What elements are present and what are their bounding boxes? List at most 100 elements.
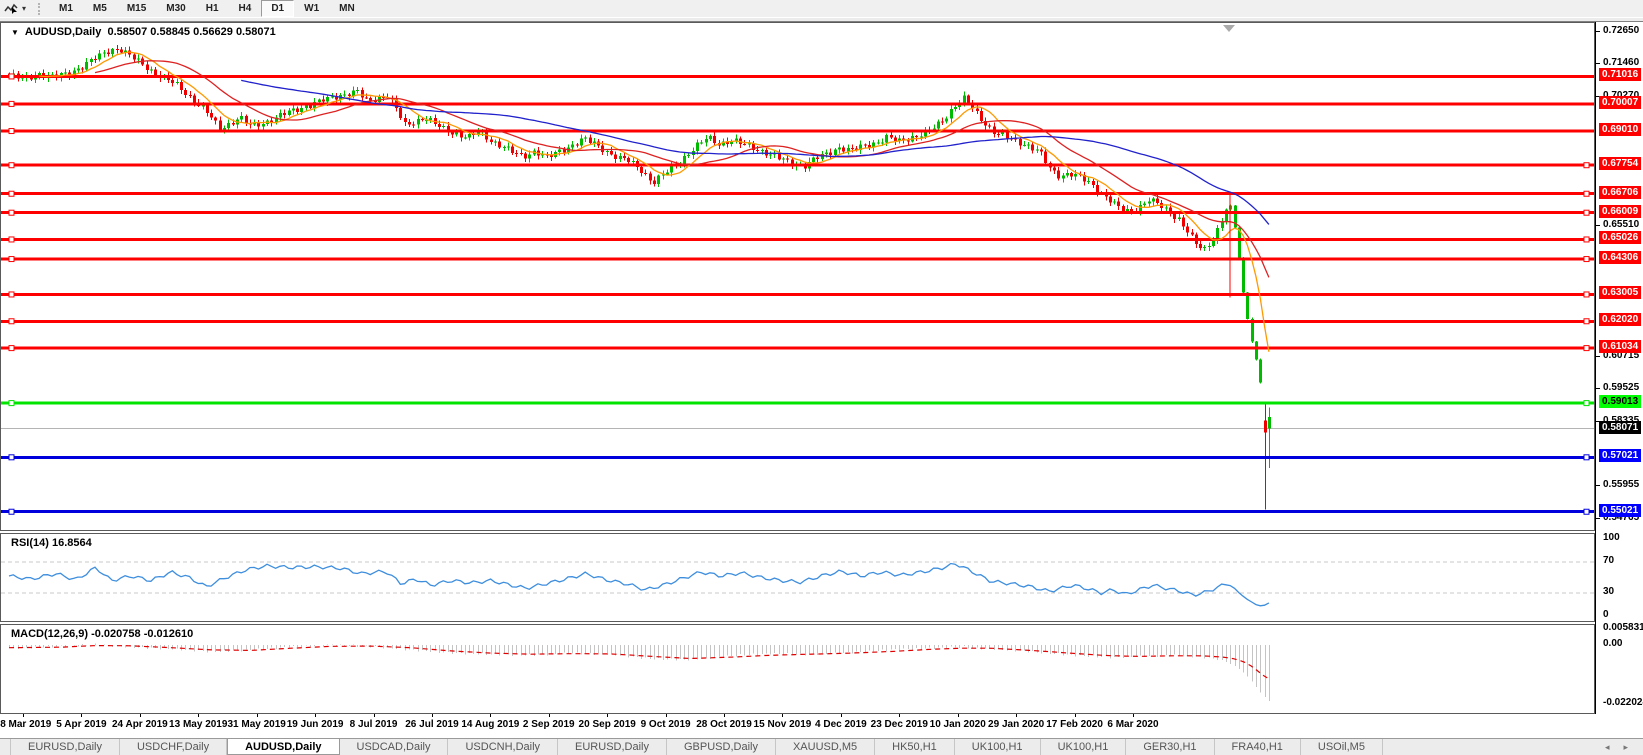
chart-pointer-icon (4, 2, 19, 15)
tab-scroll-left-icon[interactable]: ◂ (1604, 741, 1610, 752)
timeframe-button-h4[interactable]: H4 (238, 3, 252, 14)
date-tick-mark (782, 714, 784, 717)
price-tick-label: 0.58335 (1603, 415, 1639, 426)
price-tick-mark (1596, 225, 1600, 227)
chart-tab-ger30-h1[interactable]: GER30,H1 (1126, 739, 1215, 755)
date-tick-mark (139, 714, 141, 717)
date-label: 4 Dec 2019 (815, 719, 867, 730)
timeframe-button-m1[interactable]: M1 (59, 3, 73, 14)
rsi-label: RSI(14) 16.8564 (11, 537, 92, 549)
date-label: 28 Oct 2019 (696, 719, 752, 730)
chevron-down-icon[interactable]: ▾ (22, 4, 27, 13)
chart-tab-audusd-daily[interactable]: AUDUSD,Daily (227, 739, 340, 755)
date-label: 6 Mar 2020 (1107, 719, 1159, 730)
date-tick-mark (899, 714, 901, 717)
macd-canvas[interactable] (1, 625, 1594, 713)
price-tick-mark (1596, 485, 1600, 487)
time-scale-axis[interactable]: 18 Mar 2019 5 Apr 2019 24 Apr 2019 13 May 2… (0, 714, 1595, 738)
level-price-badge: 0.67754 (1599, 157, 1642, 171)
price-tick-mark (1596, 517, 1600, 519)
date-label: 23 Dec 2019 (870, 719, 928, 730)
timeframe-button-h1[interactable]: H1 (205, 3, 219, 14)
date-label: 14 Aug 2019 (461, 719, 520, 730)
chart-tabs: EURUSD,Daily USDCHF,Daily AUDUSD,Daily USDC… (0, 739, 1383, 755)
level-price-badge: 0.57021 (1599, 449, 1642, 463)
chart-symbol: AUDUSD,Daily (24, 26, 102, 38)
date-label: 8 Jul 2019 (349, 719, 398, 730)
date-tick-mark (548, 714, 550, 717)
price-chart-panel[interactable]: ▼ AUDUSD,Daily 0.58507 0.58845 0.56629 0.… (0, 22, 1595, 531)
date-tick-mark (724, 714, 726, 717)
price-tick-label: 0.60715 (1603, 349, 1640, 361)
date-tick-mark (256, 714, 258, 717)
rsi-indicator-panel[interactable]: RSI(14) 16.8564 (0, 533, 1595, 622)
timeframe-button-d1[interactable]: D1 (261, 0, 295, 17)
timeframe-button-m15[interactable]: M15 (126, 3, 147, 14)
price-tick-mark (1596, 95, 1600, 97)
timeframe-button-w1[interactable]: W1 (304, 3, 320, 14)
timeframe-button-mn[interactable]: MN (339, 3, 355, 14)
price-tick-label: 0.54765 (1603, 511, 1640, 523)
chart-tab-xauusd-m5[interactable]: XAUUSD,M5 (776, 739, 876, 755)
tab-scroll-controls: ◂ ▸ (1598, 739, 1643, 755)
date-tick-mark (373, 714, 375, 717)
price-tick-mark (1596, 420, 1600, 422)
tab-scroll-right-icon[interactable]: ▸ (1623, 741, 1628, 752)
timeframe-button-m30[interactable]: M30 (166, 3, 186, 14)
date-tick-mark (198, 714, 200, 717)
chart-pointer-button[interactable]: ▾ (0, 0, 30, 17)
date-label: 10 Jan 2020 (929, 719, 986, 730)
date-tick-mark (23, 714, 24, 717)
level-price-badge: 0.64306 (1599, 251, 1642, 265)
macd-scale-label: 0.005831 (1603, 622, 1643, 634)
price-tick-label: 0.65510 (1603, 219, 1640, 231)
ohlc-close: 0.58071 (235, 26, 276, 38)
rsi-scale-label: 0 (1603, 609, 1609, 620)
chart-title: ▼ AUDUSD,Daily 0.58507 0.58845 0.56629 0.… (11, 26, 276, 38)
chart-tab-uk100-h1[interactable]: UK100,H1 (1041, 739, 1127, 755)
date-label: 31 May 2019 (227, 719, 286, 730)
chart-tab-fra40-h1[interactable]: FRA40,H1 (1215, 739, 1301, 755)
rsi-canvas[interactable] (1, 534, 1594, 621)
level-price-badge: 0.69010 (1599, 123, 1642, 137)
chart-tab-gbpusd-daily[interactable]: GBPUSD,Daily (667, 739, 776, 755)
level-price-badge: 0.55021 (1599, 503, 1642, 517)
chart-tab-usdchf-daily[interactable]: USDCHF,Daily (120, 739, 228, 755)
date-tick-mark (315, 714, 317, 717)
timeframe-button-m5[interactable]: M5 (92, 3, 107, 14)
level-price-badge: 0.70007 (1599, 95, 1642, 109)
chart-tab-eurusd-daily[interactable]: EURUSD,Daily (558, 739, 667, 755)
price-tick-mark (1596, 30, 1600, 32)
level-price-badge: 0.66009 (1599, 204, 1642, 218)
date-tick-mark (1016, 714, 1018, 717)
price-scale-axis[interactable]: 0.72650 0.71460 0.70270 0.65510 0.60715 0.595… (1595, 22, 1643, 714)
chart-collapse-arrow-icon[interactable]: ▼ (11, 28, 19, 37)
ohlc-high: 0.58845 (150, 26, 191, 38)
chart-tab-eurusd-daily[interactable]: EURUSD,Daily (10, 739, 120, 755)
date-label: 9 Oct 2019 (640, 719, 691, 730)
chart-tab-uk100-h1[interactable]: UK100,H1 (955, 739, 1041, 755)
date-label: 5 Apr 2019 (56, 719, 107, 730)
ohlc-open: 0.58507 (107, 26, 148, 38)
price-chart-canvas[interactable] (1, 23, 1594, 530)
price-tick-label: 0.71460 (1603, 57, 1640, 69)
chart-tab-usdcad-daily[interactable]: USDCAD,Daily (340, 739, 449, 755)
price-tick-label: 0.72650 (1603, 24, 1640, 36)
date-label: 20 Sep 2019 (578, 719, 636, 730)
date-label: 17 Feb 2020 (1046, 719, 1103, 730)
chart-tab-usdcnh-daily[interactable]: USDCNH,Daily (448, 739, 559, 755)
date-tick-mark (665, 714, 667, 717)
price-tick-mark (1596, 388, 1600, 390)
macd-scale-label: 0.00 (1603, 638, 1623, 649)
macd-indicator-panel[interactable]: MACD(12,26,9) -0.020758 -0.012610 (0, 624, 1595, 714)
date-label: 29 Jan 2020 (988, 719, 1045, 730)
date-label: 26 Jul 2019 (405, 719, 459, 730)
toolbar-grip-handle[interactable] (38, 2, 43, 15)
price-tick-mark (1596, 63, 1600, 65)
chart-tab-usoil-m5[interactable]: USOil,M5 (1301, 739, 1383, 755)
chart-tab-hk50-h1[interactable]: HK50,H1 (875, 739, 955, 755)
macd-scale-label: -0.022024 (1603, 697, 1643, 709)
level-price-badge: 0.71016 (1599, 68, 1642, 82)
rsi-scale-label: 100 (1603, 532, 1620, 543)
